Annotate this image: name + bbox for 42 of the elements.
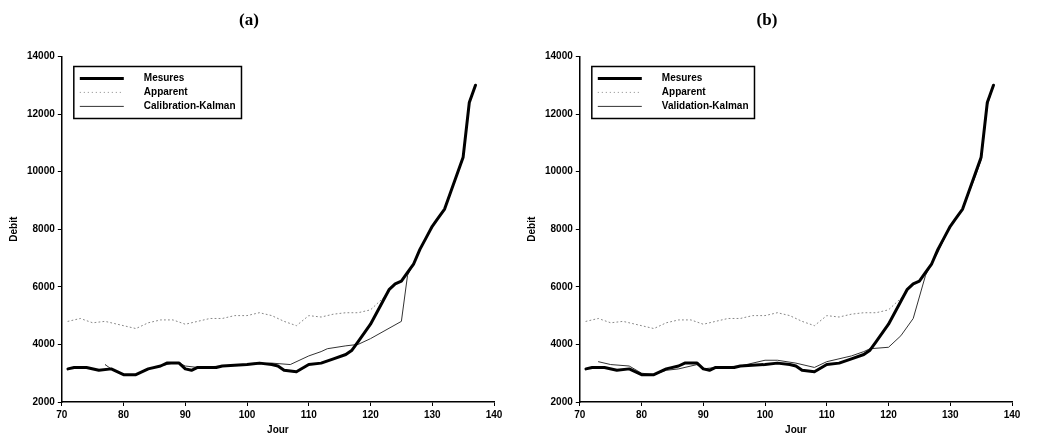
y-tick-label: 2000 xyxy=(550,395,574,407)
x-tick-label: 140 xyxy=(1003,408,1021,420)
x-tick-label: 120 xyxy=(880,408,898,420)
x-tick-label: 80 xyxy=(117,408,130,420)
legend-label: Apparent xyxy=(143,86,189,98)
chart-title: (a) xyxy=(239,9,259,29)
y-tick-label: 12000 xyxy=(27,107,56,119)
legend-label: Calibration-Kalman xyxy=(143,100,236,112)
y-tick-label: 14000 xyxy=(545,50,574,62)
y-axis-title: Debit xyxy=(525,216,537,242)
y-tick-label: 4000 xyxy=(550,338,574,350)
x-tick-label: 110 xyxy=(300,408,318,420)
x-axis-title: Jour xyxy=(267,423,289,435)
x-tick-label: 90 xyxy=(179,408,192,420)
x-tick-label: 70 xyxy=(574,408,586,420)
x-axis-title: Jour xyxy=(785,423,807,435)
y-axis-title: Debit xyxy=(7,216,19,242)
y-tick-label: 4000 xyxy=(32,338,56,350)
legend-label: Mesures xyxy=(661,72,703,84)
x-tick-label: 140 xyxy=(485,408,503,420)
x-tick-label: 90 xyxy=(697,408,710,420)
x-tick-label: 100 xyxy=(756,408,774,420)
y-tick-label: 8000 xyxy=(32,222,56,234)
x-tick-label: 120 xyxy=(362,408,380,420)
legend-label: Mesures xyxy=(143,72,185,84)
x-tick-label: 100 xyxy=(238,408,256,420)
y-tick-label: 8000 xyxy=(550,222,574,234)
legend-label: Apparent xyxy=(661,86,707,98)
y-tick-label: 10000 xyxy=(545,165,574,177)
y-tick-label: 6000 xyxy=(550,280,574,292)
y-tick-label: 12000 xyxy=(545,107,574,119)
y-tick-label: 10000 xyxy=(27,165,56,177)
chart-title: (b) xyxy=(756,9,778,29)
y-tick-label: 2000 xyxy=(32,395,56,407)
x-tick-label: 80 xyxy=(635,408,648,420)
y-tick-label: 14000 xyxy=(27,50,56,62)
legend-label: Validation-Kalman xyxy=(661,100,749,112)
x-tick-label: 110 xyxy=(818,408,836,420)
x-tick-label: 70 xyxy=(56,408,68,420)
x-tick-label: 130 xyxy=(423,408,442,420)
y-tick-label: 6000 xyxy=(32,280,56,292)
x-tick-label: 130 xyxy=(941,408,960,420)
